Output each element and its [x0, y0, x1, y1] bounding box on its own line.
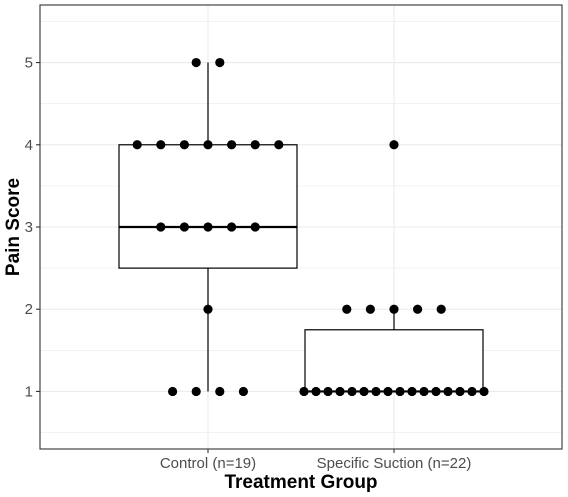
data-point: [203, 140, 213, 150]
data-point: [389, 304, 399, 314]
data-point: [323, 386, 333, 397]
data-point: [227, 222, 237, 232]
data-point: [203, 304, 213, 314]
data-point: [203, 222, 213, 232]
points-layer: [132, 57, 489, 397]
data-point: [191, 57, 201, 68]
y-tick-label: 3: [25, 219, 33, 236]
x-tick-label: Control (n=19): [160, 455, 256, 472]
data-point: [431, 386, 441, 397]
data-point: [436, 304, 446, 314]
data-point: [156, 222, 166, 232]
data-point: [395, 386, 405, 397]
data-point: [443, 386, 453, 397]
data-point: [156, 140, 166, 150]
data-point: [335, 386, 345, 397]
y-tick-label: 2: [25, 301, 33, 318]
data-point: [365, 304, 375, 314]
y-tick-label: 5: [25, 55, 33, 72]
grid-layer: [40, 5, 562, 449]
data-point: [371, 386, 381, 397]
x-axis-title: Treatment Group: [224, 472, 377, 493]
y-tick-label: 1: [25, 383, 33, 400]
data-point: [215, 57, 225, 68]
data-point: [215, 386, 225, 397]
data-point: [467, 386, 477, 397]
data-point: [389, 140, 399, 150]
data-point: [419, 386, 429, 397]
data-point: [250, 140, 260, 150]
y-tick-label: 4: [25, 137, 33, 154]
boxes-layer: [118, 62, 484, 393]
y-axis: 1 2 3 4 5: [25, 55, 40, 400]
box-iqr: [118, 144, 298, 269]
data-point: [168, 386, 178, 397]
data-point: [299, 386, 309, 397]
data-point: [413, 304, 423, 314]
data-point: [347, 386, 357, 397]
data-point: [132, 140, 142, 150]
data-point: [179, 140, 189, 150]
data-point: [455, 386, 465, 397]
x-tick-label: Specific Suction (n=22): [317, 455, 472, 472]
box-iqr: [304, 329, 484, 393]
data-point: [479, 386, 489, 397]
data-point: [359, 386, 369, 397]
data-point: [250, 222, 260, 232]
data-point: [407, 386, 417, 397]
data-point: [342, 304, 352, 314]
x-axis: Control (n=19) Specific Suction (n=22): [160, 449, 471, 472]
data-point: [179, 222, 189, 232]
y-axis-title: Pain Score: [3, 178, 24, 276]
data-point: [238, 386, 248, 397]
data-point: [383, 386, 393, 397]
data-point: [191, 386, 201, 397]
data-point: [311, 386, 321, 397]
data-point: [227, 140, 237, 150]
data-point: [274, 140, 284, 150]
